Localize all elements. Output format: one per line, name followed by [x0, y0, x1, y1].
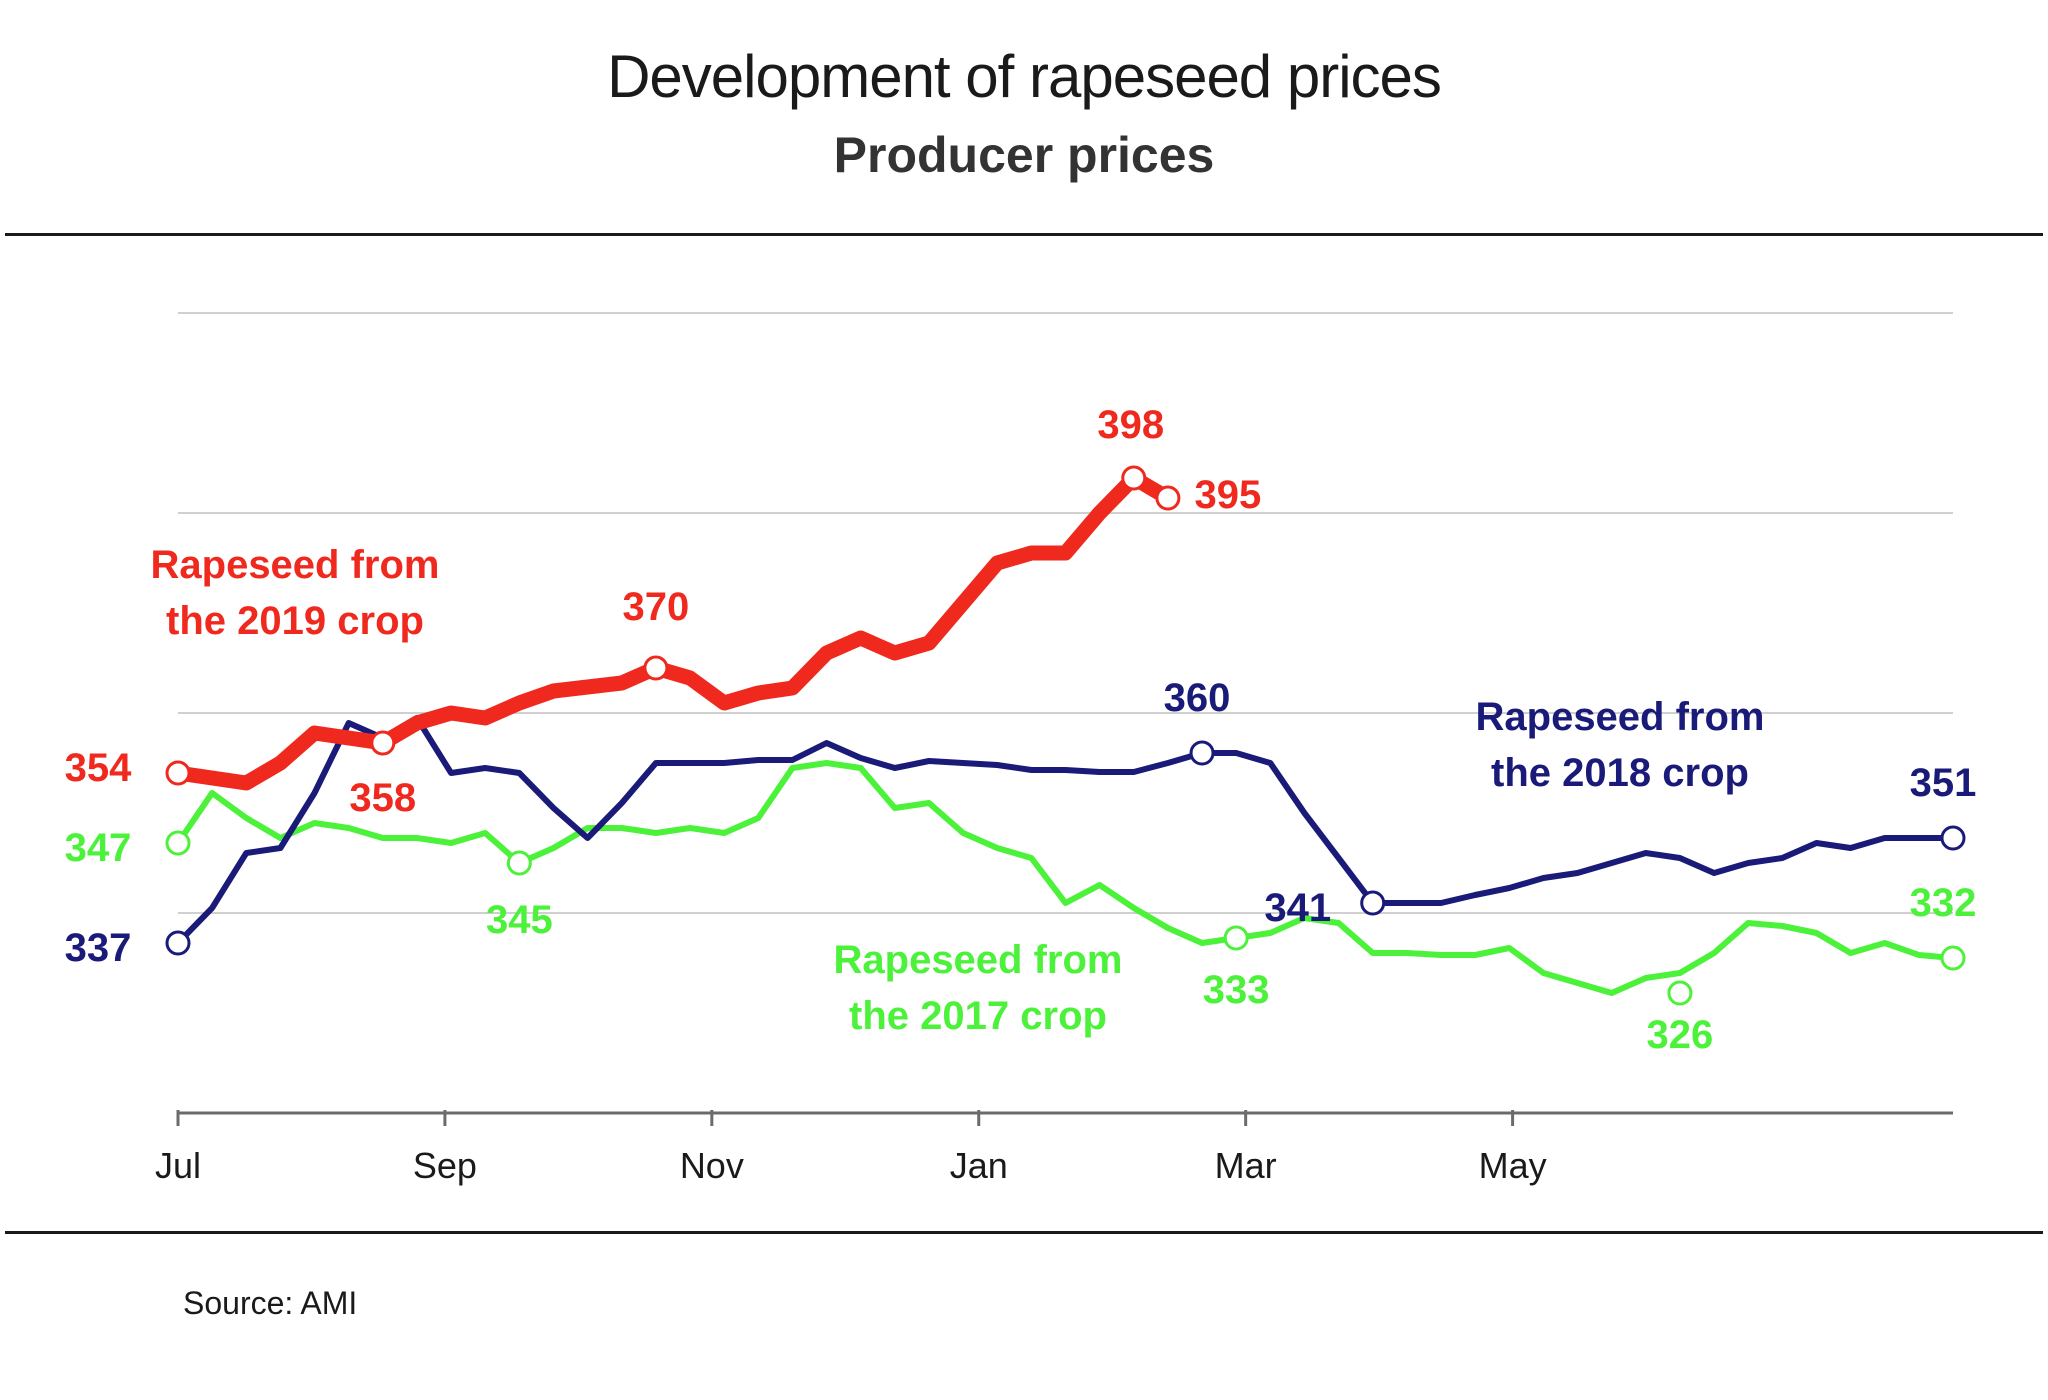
x-tick-label: May	[1479, 1145, 1547, 1186]
data-label: 358	[349, 776, 416, 820]
series-lines	[170, 470, 1956, 996]
point-marker	[1360, 890, 1386, 916]
source-note: Source: AMI	[183, 1285, 358, 1321]
point-marker	[1121, 465, 1147, 491]
series-label: Rapeseed from	[834, 938, 1123, 982]
series-label: the 2019 crop	[166, 599, 424, 643]
data-label: 332	[1910, 881, 1977, 925]
point-marker	[1189, 740, 1215, 766]
point-marker	[506, 850, 532, 876]
x-tick-label: Jul	[155, 1145, 201, 1186]
data-label: 347	[65, 826, 132, 870]
series-label: the 2018 crop	[1491, 751, 1749, 795]
point-marker	[1155, 485, 1181, 511]
x-axis: Jul Sep Nov Jan Mar May	[155, 1110, 1953, 1186]
chart-subtitle: Producer prices	[833, 127, 1215, 183]
gridlines	[178, 312, 1953, 914]
x-tick-label: Mar	[1215, 1145, 1277, 1186]
data-label: 351	[1910, 761, 1977, 805]
point-marker	[1940, 825, 1966, 851]
data-labels: 354 358 370 398 395 337 360 341 351 347 345 333 326 3…	[65, 403, 1977, 1057]
point-markers	[165, 465, 1966, 1006]
data-label: 370	[623, 585, 690, 629]
data-label: 360	[1164, 676, 1231, 720]
top-divider	[5, 233, 2043, 236]
point-marker	[165, 930, 191, 956]
point-marker	[370, 730, 396, 756]
series-label: Rapeseed from	[1476, 695, 1765, 739]
data-label: 333	[1203, 968, 1270, 1012]
series-label: Rapeseed from	[151, 543, 440, 587]
x-tick-label: Nov	[680, 1145, 744, 1186]
series-line-2019	[170, 470, 1176, 791]
data-label: 326	[1647, 1013, 1714, 1057]
point-marker	[165, 760, 191, 786]
chart-title: Development of rapeseed prices	[607, 43, 1442, 110]
data-label: 354	[65, 746, 132, 790]
x-tick-label: Jan	[950, 1145, 1008, 1186]
point-marker	[1223, 925, 1249, 951]
series-line-2018	[175, 715, 1956, 946]
data-label: 345	[486, 898, 553, 942]
series-labels: Rapeseed from the 2019 crop Rapeseed from t…	[151, 543, 1765, 1038]
x-tick-label: Sep	[413, 1145, 477, 1186]
point-marker	[1940, 945, 1966, 971]
series-label: the 2017 crop	[849, 994, 1107, 1038]
bottom-divider	[5, 1231, 2043, 1234]
point-marker	[1667, 980, 1693, 1006]
series-line-2017	[175, 760, 1956, 996]
data-label: 337	[65, 926, 132, 970]
point-marker	[165, 830, 191, 856]
data-label: 398	[1097, 403, 1164, 447]
point-marker	[643, 655, 669, 681]
data-label: 341	[1264, 886, 1331, 930]
data-label: 395	[1195, 473, 1262, 517]
